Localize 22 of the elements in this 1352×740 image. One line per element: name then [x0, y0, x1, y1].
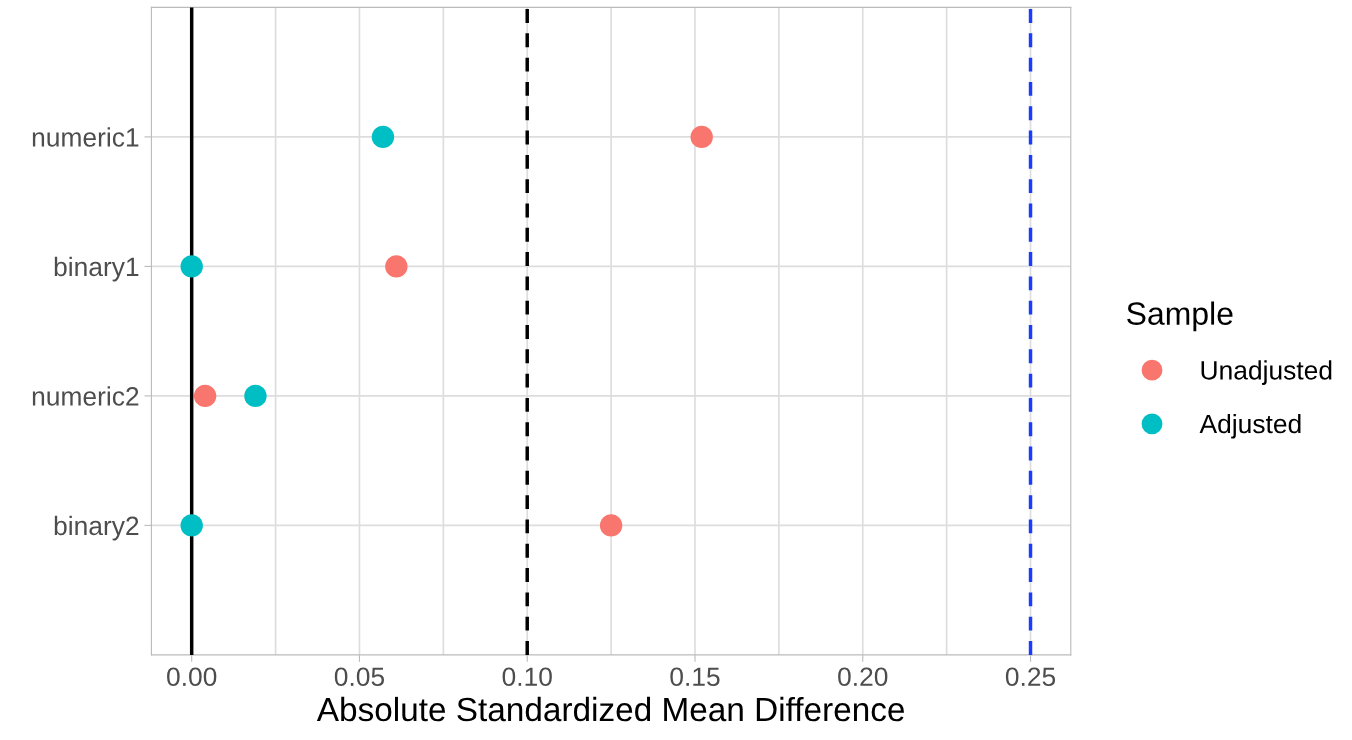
x-tick-label: 0.05 — [334, 667, 385, 687]
point — [371, 125, 395, 149]
y-tick-label: numeric2 — [32, 386, 139, 406]
legend-label: Adjusted — [1199, 413, 1301, 439]
x-tick-label: 0.15 — [670, 667, 720, 687]
x-axis-title: Absolute Standardized Mean Difference — [316, 696, 904, 722]
legend-label: Unadjusted — [1201, 360, 1332, 385]
x-tick-label: 0.00 — [167, 667, 217, 687]
x-tick-label: 0.10 — [502, 667, 552, 687]
y-tick-label: binary1 — [54, 256, 139, 282]
y-tick-label: binary2 — [54, 515, 139, 541]
x-tick-label: 0.20 — [838, 667, 888, 687]
point — [385, 255, 408, 278]
point — [244, 384, 267, 408]
y-tick-label: numeric1 — [32, 127, 139, 147]
x-tick-label: 0.25 — [1005, 667, 1056, 687]
point — [180, 255, 203, 278]
point — [690, 125, 713, 149]
point — [599, 514, 623, 537]
point — [193, 384, 217, 408]
legend-title: Sample — [1127, 301, 1233, 332]
point — [180, 514, 203, 537]
